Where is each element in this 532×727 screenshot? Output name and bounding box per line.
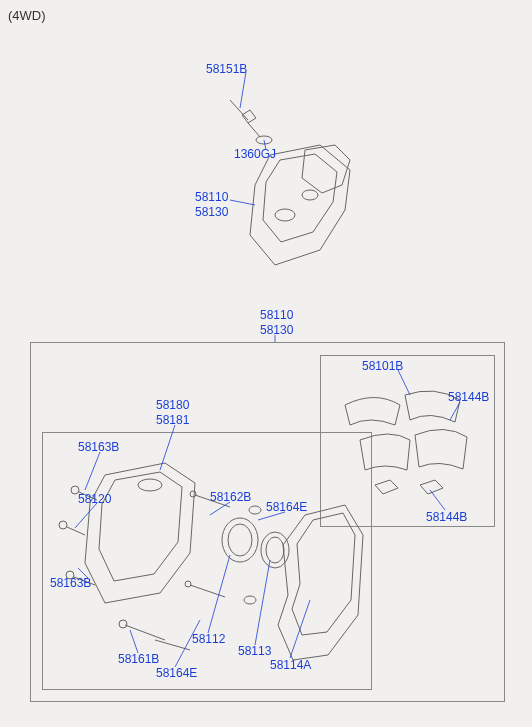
svg-line-34 xyxy=(210,502,230,515)
svg-line-38 xyxy=(255,560,270,645)
svg-line-33 xyxy=(75,503,97,528)
svg-line-28 xyxy=(398,370,410,395)
svg-line-32 xyxy=(85,452,100,490)
svg-line-30 xyxy=(430,490,445,510)
svg-line-39 xyxy=(290,600,310,658)
svg-line-31 xyxy=(160,425,175,470)
svg-line-37 xyxy=(208,555,230,633)
svg-line-40 xyxy=(130,630,138,653)
svg-line-29 xyxy=(450,402,460,420)
svg-line-36 xyxy=(78,568,88,578)
svg-line-35 xyxy=(258,512,285,520)
svg-line-41 xyxy=(175,620,200,667)
